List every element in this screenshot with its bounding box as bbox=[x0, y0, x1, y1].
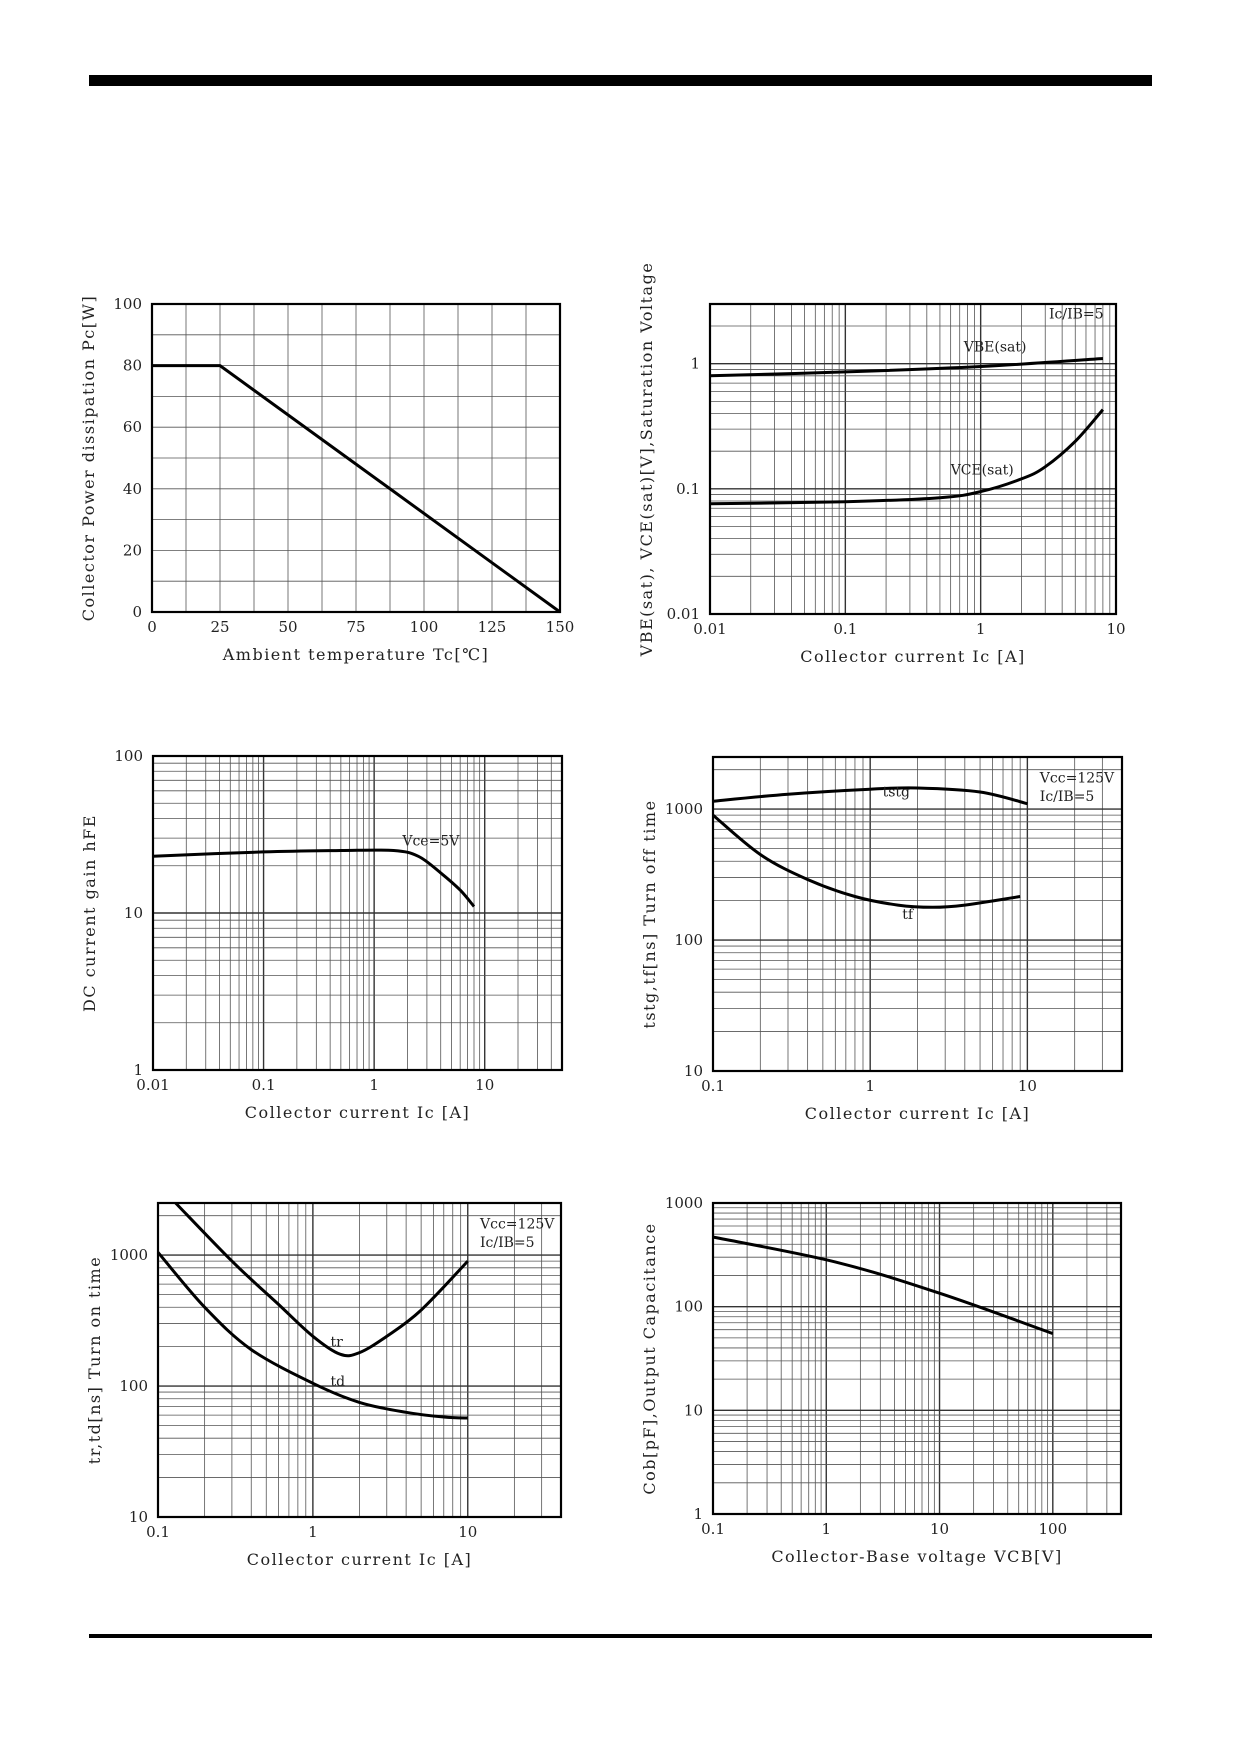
annotation-label: VCE(sat) bbox=[950, 463, 1014, 479]
y-tick-label: 1 bbox=[690, 355, 700, 373]
annotation-label: VBE(sat) bbox=[963, 340, 1027, 356]
x-tick-label: 0.01 bbox=[136, 1076, 169, 1094]
y-tick-label: 100 bbox=[674, 1298, 703, 1316]
y-tick-label: 10 bbox=[684, 1062, 703, 1080]
y-tick-label: 100 bbox=[119, 1377, 148, 1395]
x-tick-label: 100 bbox=[1038, 1520, 1067, 1538]
x-axis-label: Collector current Ic [A] bbox=[805, 1104, 1031, 1123]
y-axis-label: Cob[pF],Output Capacitance bbox=[640, 1222, 659, 1494]
x-tick-label: 0.1 bbox=[833, 620, 857, 638]
annotation-label: tr bbox=[331, 1335, 344, 1351]
x-tick-label: 10 bbox=[1018, 1077, 1037, 1095]
x-tick-label: 150 bbox=[546, 618, 575, 636]
plot-frame bbox=[151, 754, 564, 1072]
y-tick-label: 10 bbox=[124, 904, 143, 922]
bottom-rule bbox=[89, 1634, 1152, 1638]
y-tick-label: 100 bbox=[113, 295, 142, 313]
plot-frame bbox=[150, 302, 562, 614]
y-tick-label: 1 bbox=[133, 1061, 143, 1079]
x-tick-label: 75 bbox=[346, 618, 365, 636]
y-axis-label: tr,td[ns] Turn on time bbox=[85, 1256, 104, 1464]
x-axis-label: Collector current Ic [A] bbox=[800, 647, 1026, 666]
x-tick-label: 10 bbox=[930, 1520, 949, 1538]
x-axis-label: Collector current Ic [A] bbox=[245, 1103, 471, 1122]
x-tick-label: 1 bbox=[821, 1520, 831, 1538]
y-tick-label: 1000 bbox=[665, 1194, 703, 1212]
x-tick-label: 1 bbox=[865, 1077, 875, 1095]
x-tick-label: 0 bbox=[147, 618, 157, 636]
y-tick-label: 1000 bbox=[110, 1246, 148, 1264]
series-line-vce-sat- bbox=[709, 408, 1105, 506]
y-tick-label: 10 bbox=[684, 1401, 703, 1419]
x-tick-label: 0.1 bbox=[252, 1076, 276, 1094]
y-tick-label: 1 bbox=[693, 1505, 703, 1523]
x-tick-label: 125 bbox=[478, 618, 507, 636]
y-tick-label: 60 bbox=[123, 418, 142, 436]
x-tick-label: 0.1 bbox=[701, 1520, 725, 1538]
annotation-label: td bbox=[331, 1374, 346, 1390]
y-tick-label: 40 bbox=[123, 480, 142, 498]
plot-frame bbox=[156, 1201, 563, 1519]
series-line bbox=[152, 364, 561, 614]
y-axis-label: Collector Power dissipation Pc[W] bbox=[79, 295, 98, 621]
x-axis-label: Collector current Ic [A] bbox=[247, 1550, 473, 1569]
x-axis-label: Collector-Base voltage VCB[V] bbox=[771, 1547, 1062, 1566]
y-axis-label: tstg,tf[ns] Turn off time bbox=[640, 799, 659, 1028]
annotation-label: tstg bbox=[883, 784, 910, 800]
x-tick-label: 25 bbox=[210, 618, 229, 636]
x-axis-label: Ambient temperature Tc[℃] bbox=[222, 645, 490, 664]
x-tick-label: 10 bbox=[458, 1523, 477, 1541]
annotation-label: Ic/IB=5 bbox=[1049, 306, 1104, 322]
series-line-tf bbox=[712, 813, 1021, 909]
series-line bbox=[712, 1235, 1054, 1336]
x-tick-label: 50 bbox=[278, 618, 297, 636]
y-axis-label: DC current gain hFE bbox=[80, 814, 99, 1012]
x-tick-label: 0.01 bbox=[693, 620, 726, 638]
y-tick-label: 10 bbox=[129, 1508, 148, 1526]
x-tick-label: 1 bbox=[369, 1076, 379, 1094]
x-tick-label: 0.1 bbox=[701, 1077, 725, 1095]
annotation-label: tf bbox=[902, 907, 915, 923]
y-tick-label: 0.01 bbox=[667, 605, 700, 623]
x-tick-label: 10 bbox=[1106, 620, 1125, 638]
y-tick-label: 80 bbox=[123, 357, 142, 375]
top-rule bbox=[89, 75, 1152, 86]
x-tick-label: 1 bbox=[308, 1523, 318, 1541]
series-line-vce-5v bbox=[152, 848, 476, 908]
y-tick-label: 0 bbox=[132, 603, 142, 621]
y-tick-label: 0.1 bbox=[676, 480, 700, 498]
plot-frame bbox=[711, 1201, 1123, 1516]
y-axis-label: VBE(sat), VCE(sat)[V],Saturation Voltage bbox=[637, 262, 656, 658]
y-tick-label: 100 bbox=[674, 931, 703, 949]
x-tick-label: 10 bbox=[475, 1076, 494, 1094]
y-tick-label: 20 bbox=[123, 541, 142, 559]
y-tick-label: 1000 bbox=[665, 800, 703, 818]
x-tick-label: 1 bbox=[976, 620, 986, 638]
annotation-label: Vcc=125V bbox=[479, 1216, 555, 1232]
annotation-label: Vcc=125V bbox=[1039, 770, 1115, 786]
y-tick-label: 100 bbox=[114, 747, 143, 765]
annotation-label: Vce=5V bbox=[401, 833, 460, 849]
annotation-label: Ic/IB=5 bbox=[480, 1235, 535, 1251]
x-tick-label: 0.1 bbox=[146, 1523, 170, 1541]
plot-frame bbox=[711, 755, 1124, 1073]
series-line-tstg bbox=[712, 786, 1028, 806]
annotation-label: Ic/IB=5 bbox=[1040, 789, 1095, 805]
x-tick-label: 100 bbox=[410, 618, 439, 636]
series-line-tr bbox=[174, 1201, 469, 1358]
plot-frame bbox=[708, 302, 1118, 616]
series-line-vbe-sat- bbox=[709, 357, 1104, 378]
series-line-td bbox=[156, 1251, 468, 1420]
